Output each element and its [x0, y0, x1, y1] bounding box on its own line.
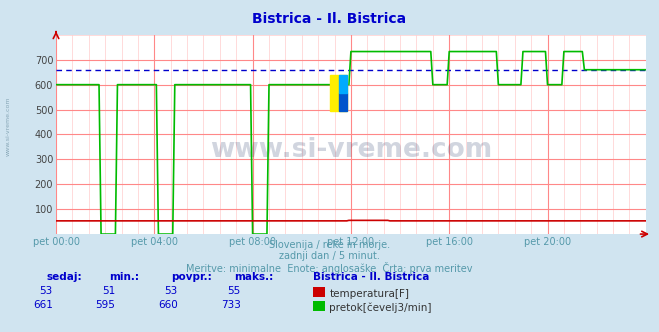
- Text: Bistrica - Il. Bistrica: Bistrica - Il. Bistrica: [313, 272, 430, 282]
- Bar: [339, 93, 347, 111]
- Text: min.:: min.:: [109, 272, 139, 282]
- Text: Slovenija / reke in morje.: Slovenija / reke in morje.: [269, 240, 390, 250]
- Text: temperatura[F]: temperatura[F]: [330, 289, 409, 299]
- Text: povpr.:: povpr.:: [171, 272, 212, 282]
- Text: Bistrica - Il. Bistrica: Bistrica - Il. Bistrica: [252, 12, 407, 26]
- Text: zadnji dan / 5 minut.: zadnji dan / 5 minut.: [279, 251, 380, 261]
- Text: www.si-vreme.com: www.si-vreme.com: [5, 96, 11, 156]
- Text: 55: 55: [227, 286, 241, 296]
- Text: www.si-vreme.com: www.si-vreme.com: [210, 137, 492, 163]
- Text: 733: 733: [221, 300, 241, 310]
- Text: 661: 661: [33, 300, 53, 310]
- Text: 660: 660: [158, 300, 178, 310]
- Text: maks.:: maks.:: [234, 272, 273, 282]
- Text: 51: 51: [102, 286, 115, 296]
- Bar: [339, 75, 347, 93]
- Text: Meritve: minimalne  Enote: anglosaške  Črta: prva meritev: Meritve: minimalne Enote: anglosaške Črt…: [186, 262, 473, 274]
- Text: pretok[čevelj3/min]: pretok[čevelj3/min]: [330, 303, 432, 313]
- Text: 53: 53: [165, 286, 178, 296]
- Text: 595: 595: [96, 300, 115, 310]
- Text: 53: 53: [40, 286, 53, 296]
- Bar: [330, 75, 347, 111]
- Text: sedaj:: sedaj:: [46, 272, 82, 282]
